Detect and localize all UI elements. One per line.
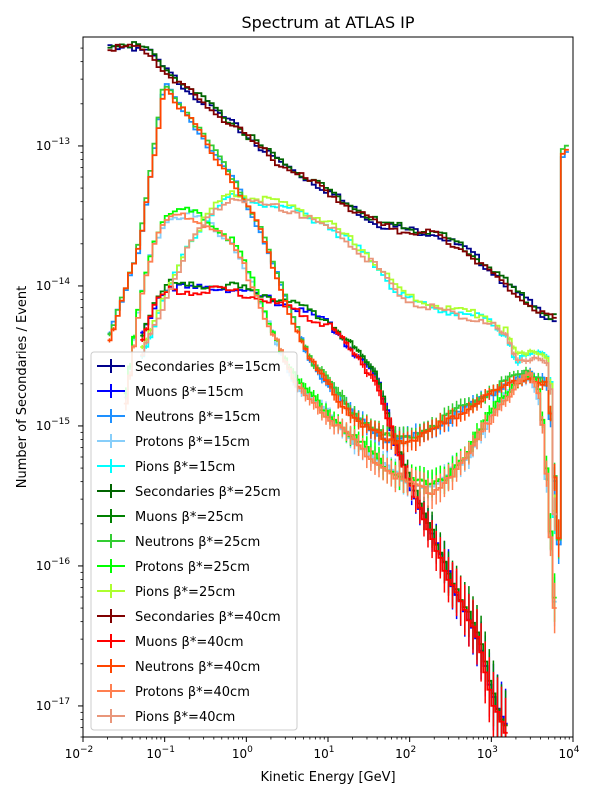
legend-item: Protons β*=15cm <box>97 434 250 450</box>
legend-label: Pions β*=15cm <box>135 460 235 475</box>
legend: Secondaries β*=15cm Muons β*=15cm Neutrons… <box>90 351 298 731</box>
series-line <box>107 43 557 319</box>
legend-label: Neutrons β*=25cm <box>135 535 260 550</box>
series-line <box>140 190 557 512</box>
series-secondaries-10 <box>107 43 557 319</box>
legend-item: Secondaries β*=25cm <box>97 484 281 500</box>
chart-title: Spectrum at ATLAS IP <box>241 13 414 32</box>
legend-item: Secondaries β*=15cm <box>97 359 281 375</box>
legend-label: Muons β*=40cm <box>135 635 244 650</box>
legend-label: Muons β*=25cm <box>135 510 244 525</box>
legend-label: Pions β*=25cm <box>135 585 235 600</box>
legend-item: Secondaries β*=40cm <box>97 609 281 625</box>
legend-item: Muons β*=25cm <box>97 509 244 525</box>
series-line <box>140 197 557 516</box>
series-pions-14 <box>140 197 557 531</box>
legend-label: Neutrons β*=15cm <box>135 410 260 425</box>
series-line <box>107 88 569 540</box>
plot-area <box>107 41 569 737</box>
legend-item: Pions β*=25cm <box>97 584 235 600</box>
legend-label: Neutrons β*=40cm <box>135 660 260 675</box>
legend-item: Neutrons β*=25cm <box>97 534 260 550</box>
legend-label: Secondaries β*=15cm <box>135 360 281 375</box>
series-line <box>140 285 508 734</box>
legend-label: Muons β*=15cm <box>135 385 244 400</box>
legend-item: Pions β*=40cm <box>97 709 235 725</box>
legend-item: Protons β*=25cm <box>97 559 250 575</box>
legend-item: Protons β*=40cm <box>97 684 250 700</box>
legend-label: Protons β*=40cm <box>135 685 250 700</box>
legend-label: Secondaries β*=40cm <box>135 610 281 625</box>
legend-label: Protons β*=25cm <box>135 560 250 575</box>
legend-item: Pions β*=15cm <box>97 459 235 475</box>
legend-item: Muons β*=40cm <box>97 634 244 650</box>
x-axis-label: Kinetic Energy [GeV] <box>260 770 395 785</box>
series-neutrons-12 <box>107 88 569 558</box>
legend-frame <box>90 351 298 731</box>
legend-label: Pions β*=40cm <box>135 710 235 725</box>
legend-item: Muons β*=15cm <box>97 384 244 400</box>
legend-label: Secondaries β*=25cm <box>135 485 281 500</box>
legend-item: Neutrons β*=15cm <box>97 409 260 425</box>
series-line <box>140 278 508 727</box>
y-axis-label: Number of Secondaries / Event <box>15 286 30 488</box>
series-protons-13 <box>123 212 557 634</box>
legend-label: Protons β*=15cm <box>135 435 250 450</box>
legend-item: Neutrons β*=40cm <box>97 659 260 675</box>
series-line <box>123 212 557 609</box>
